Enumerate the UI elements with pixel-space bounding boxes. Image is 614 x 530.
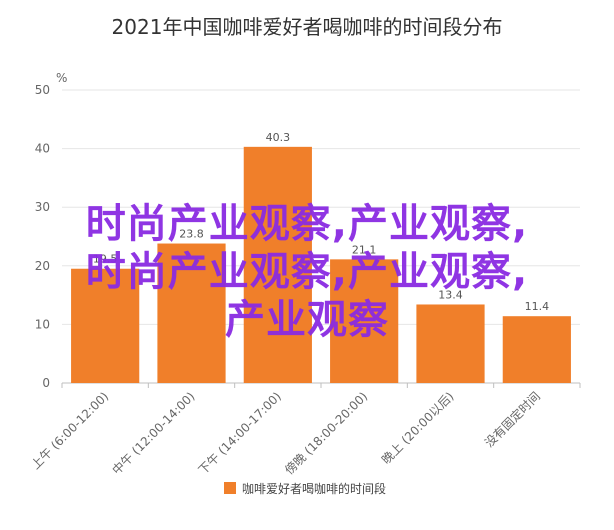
y-axis-ticks: 0 10 20 30 40 50: [35, 83, 50, 390]
legend: 咖啡爱好者喝咖啡的时间段: [224, 481, 386, 496]
chart-title: 2021年中国咖啡爱好者喝咖啡的时间段分布: [112, 15, 503, 39]
bar: [416, 304, 485, 383]
x-tick-label: 傍晚 (18:00-20:00): [281, 389, 370, 478]
bar: [502, 316, 571, 383]
data-label: 23.8: [179, 228, 204, 241]
x-tick-label: 上午 (6:00-12:00): [29, 389, 112, 472]
bar: [330, 259, 399, 383]
legend-label: 咖啡爱好者喝咖啡的时间段: [242, 481, 386, 496]
data-label: 11.4: [525, 300, 550, 313]
y-tick-label: 0: [42, 376, 50, 390]
data-label: 19.5: [93, 253, 118, 266]
y-tick-label: 50: [35, 83, 50, 97]
y-axis-unit: %: [56, 71, 67, 85]
y-tick-label: 40: [35, 142, 50, 156]
data-label: 13.4: [438, 288, 463, 301]
data-label: 40.3: [266, 131, 291, 144]
gridlines: [62, 89, 580, 325]
x-tick-label: 下午 (14:00-17:00): [196, 389, 284, 477]
x-tick-label: 中午 (12:00-14:00): [109, 389, 198, 478]
data-labels: 19.5 23.8 40.3 21.1 13.4 11.4: [93, 131, 549, 313]
y-tick-label: 30: [35, 200, 50, 214]
bar: [157, 243, 226, 383]
bar: [71, 268, 140, 383]
data-label: 21.1: [352, 243, 377, 256]
y-tick-label: 10: [35, 317, 50, 331]
y-tick-label: 20: [35, 259, 50, 273]
bar: [243, 146, 312, 383]
legend-swatch: [224, 482, 236, 494]
bar-series: [71, 146, 571, 383]
x-tick-label: 没有固定时间: [481, 389, 543, 451]
x-tick-label: 晚上 (20:00以后): [379, 389, 457, 467]
x-axis-ticks: 上午 (6:00-12:00)中午 (12:00-14:00)下午 (14:00…: [29, 383, 581, 478]
